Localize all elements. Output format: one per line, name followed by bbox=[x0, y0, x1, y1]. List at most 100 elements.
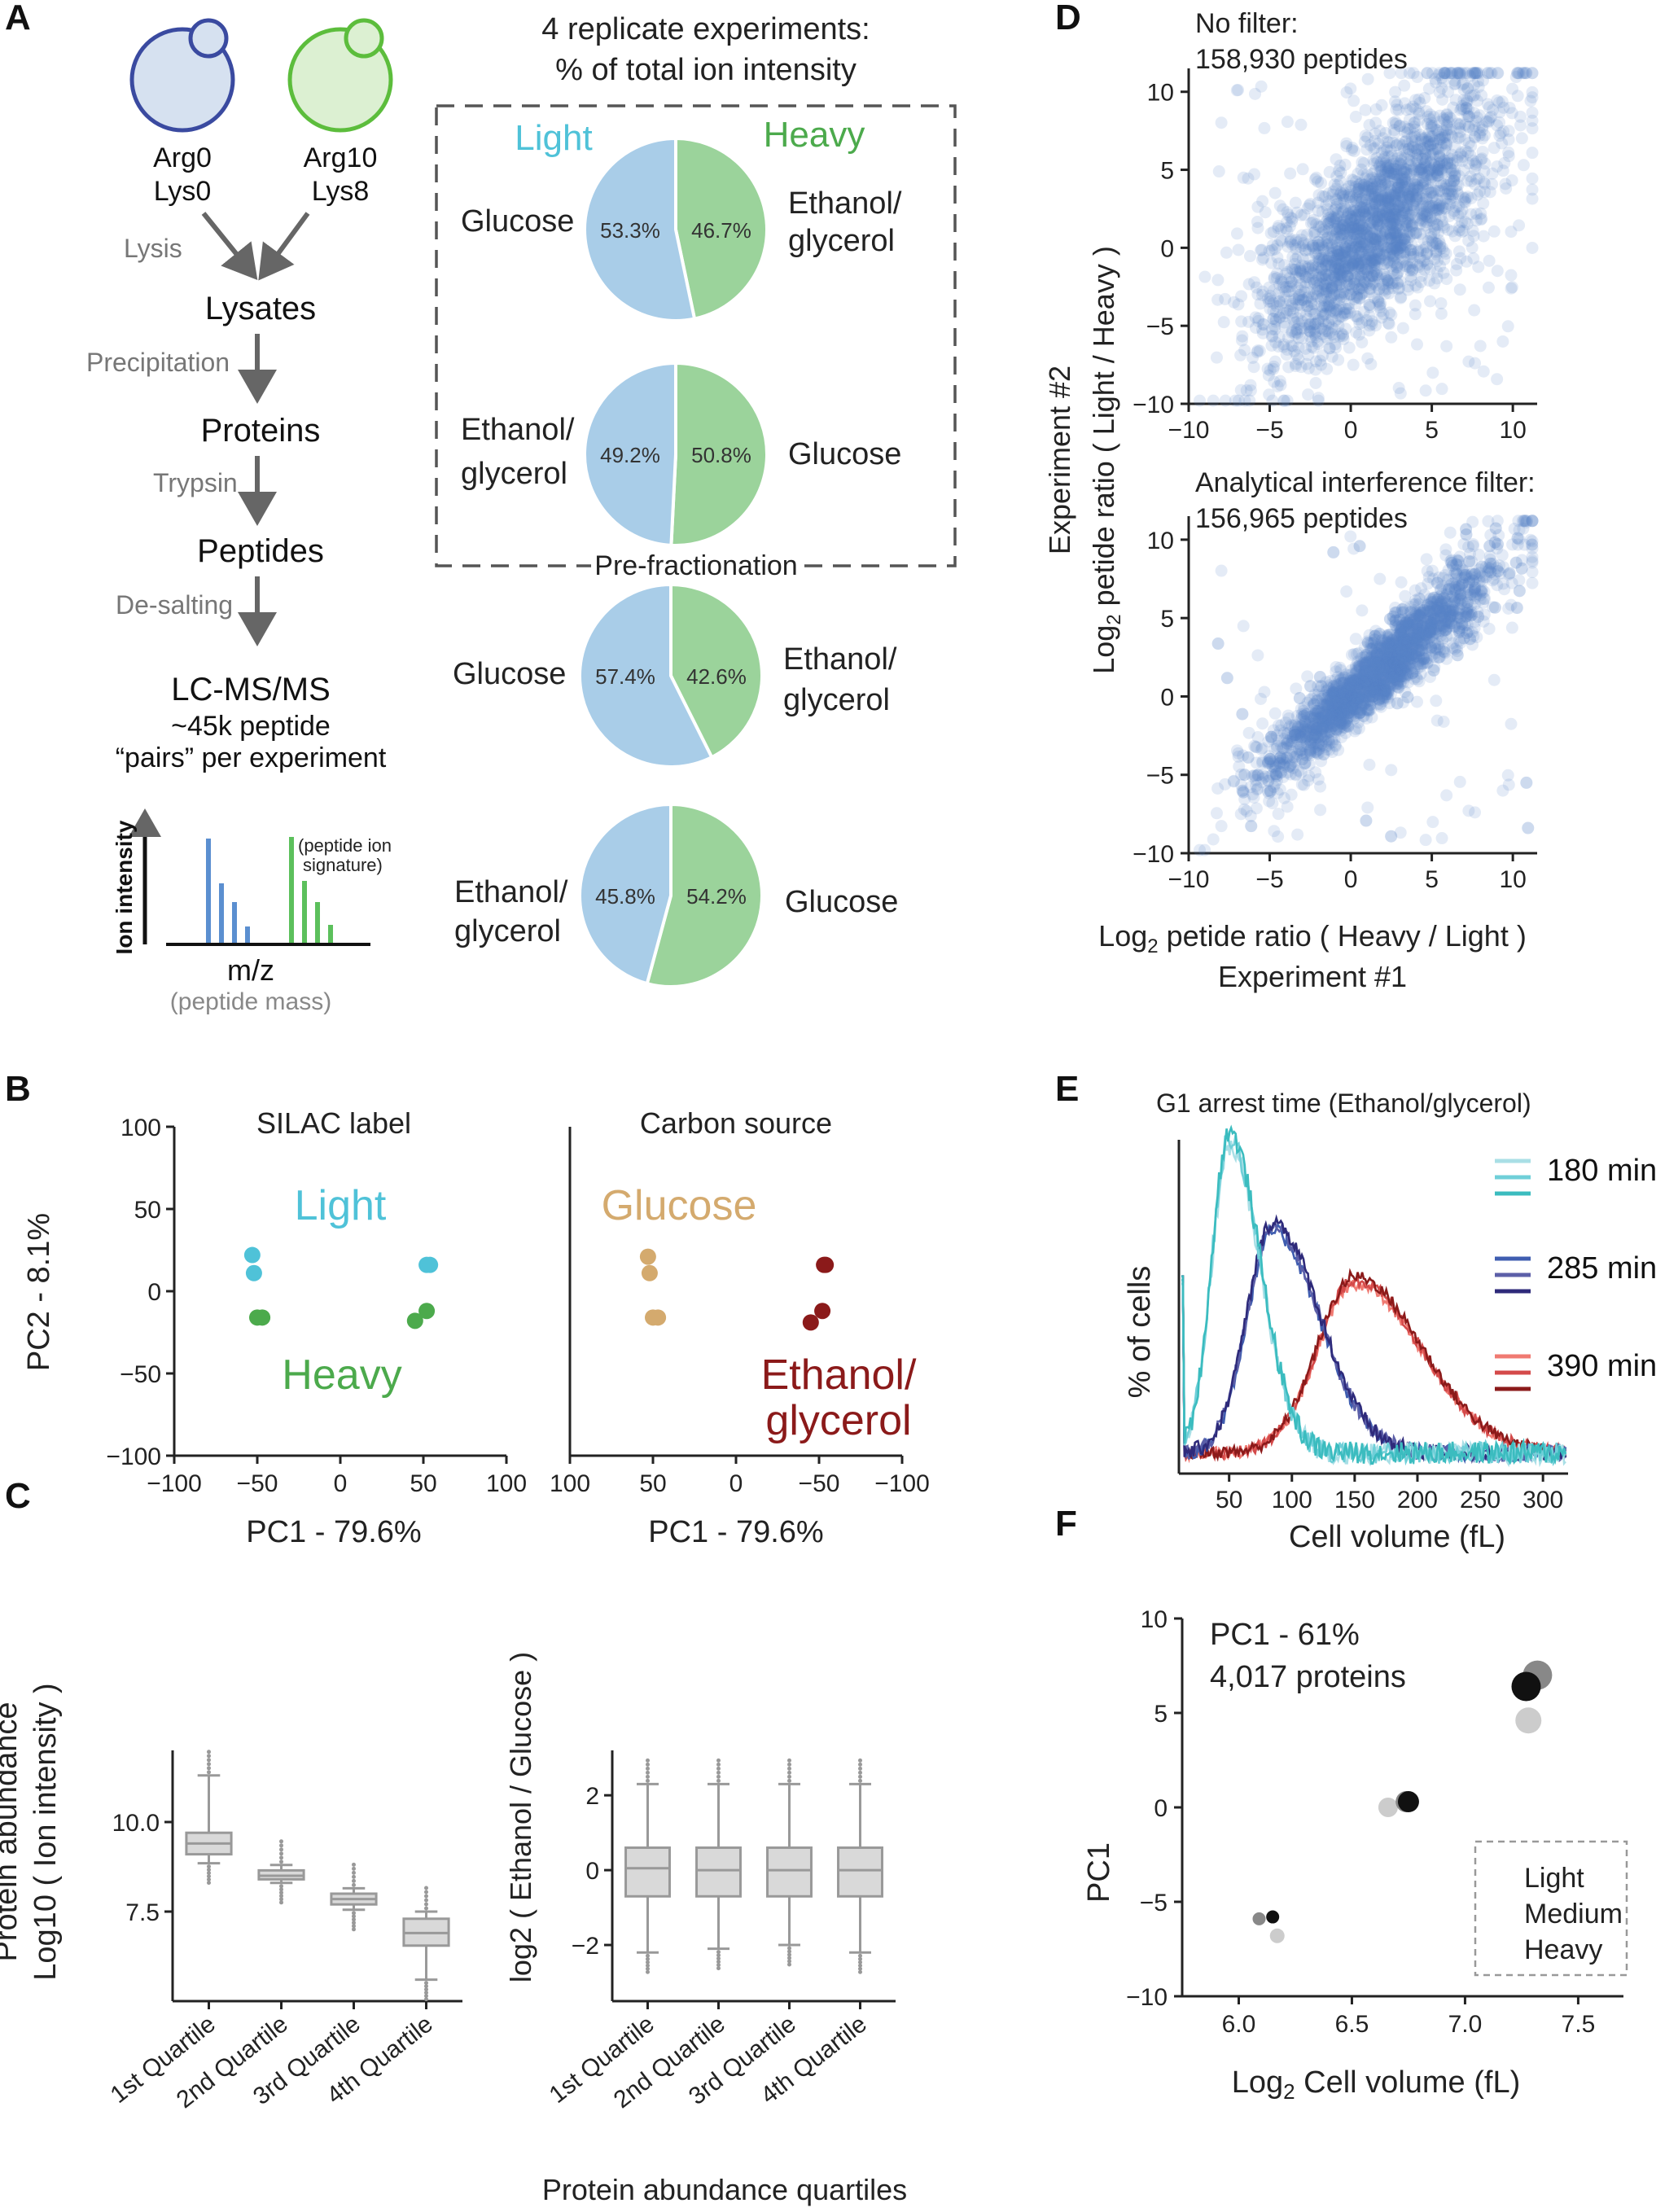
y-tick-label: −5 bbox=[1146, 313, 1174, 340]
heavy-cell-arg: Arg10 bbox=[304, 142, 378, 173]
peptide-point bbox=[1319, 228, 1332, 241]
peptide-point bbox=[1361, 230, 1374, 243]
peptide-point bbox=[1334, 222, 1347, 235]
peptide-point bbox=[1364, 241, 1377, 254]
peptide-point bbox=[1503, 567, 1516, 580]
pie4-left-label-2: glycerol bbox=[454, 914, 561, 948]
peptide-point bbox=[1419, 147, 1432, 160]
peptide-point bbox=[1376, 209, 1389, 222]
peptide-point bbox=[1369, 184, 1382, 197]
peptide-point bbox=[1406, 187, 1419, 200]
peptide-point bbox=[1368, 258, 1381, 271]
light-cell-arg: Arg0 bbox=[153, 142, 212, 173]
peptide-point bbox=[1318, 294, 1331, 307]
peptide-point bbox=[1526, 172, 1539, 185]
peptide-point bbox=[1248, 168, 1261, 181]
peptide-point bbox=[1435, 832, 1448, 845]
ms-subtitle-2: “pairs” per experiment bbox=[116, 742, 387, 773]
peptide-point bbox=[1434, 109, 1447, 122]
peptide-point bbox=[1408, 182, 1421, 195]
peptide-point bbox=[1295, 361, 1308, 374]
peptide-point bbox=[1428, 160, 1441, 173]
peptide-point bbox=[1396, 255, 1409, 268]
peptide-point bbox=[1461, 82, 1474, 95]
x-tick-label: 0 bbox=[334, 1470, 348, 1497]
peptide-point bbox=[1491, 373, 1504, 386]
peptide-point bbox=[1400, 220, 1413, 233]
peptide-point bbox=[1219, 394, 1232, 407]
peptide-point bbox=[1374, 186, 1387, 199]
peptide-point bbox=[1361, 264, 1374, 277]
peptide-point bbox=[1369, 223, 1382, 236]
peptide-point bbox=[1400, 146, 1413, 159]
peptide-point bbox=[1434, 240, 1447, 253]
peptide-point bbox=[1325, 313, 1338, 326]
peptide-point bbox=[1356, 264, 1369, 277]
peptide-point bbox=[1477, 230, 1490, 243]
peptide-point bbox=[1422, 110, 1435, 123]
peptide-point bbox=[1432, 650, 1445, 664]
peptide-point bbox=[1435, 297, 1448, 310]
peptide-point bbox=[1283, 285, 1296, 298]
peptide-point bbox=[1479, 177, 1492, 190]
peptide-point bbox=[1414, 258, 1427, 271]
peptide-point bbox=[1496, 549, 1509, 562]
peptide-point bbox=[1363, 298, 1376, 311]
peptide-point bbox=[1343, 234, 1356, 247]
peptide-point bbox=[1355, 195, 1368, 208]
pie2-heavy-slice bbox=[669, 361, 769, 547]
peptide-point bbox=[1438, 611, 1451, 624]
peptide-point bbox=[1454, 103, 1467, 116]
ms-spectrum bbox=[129, 808, 370, 946]
peptide-point bbox=[1389, 85, 1402, 99]
peptide-point bbox=[1406, 187, 1419, 200]
peptide-point bbox=[1393, 178, 1406, 191]
peptide-point bbox=[1469, 67, 1482, 80]
peptide-point bbox=[1481, 67, 1494, 80]
peptide-point bbox=[1352, 226, 1365, 239]
peptide-point bbox=[1421, 67, 1434, 80]
peptide-point bbox=[1383, 211, 1396, 224]
peptide-point bbox=[1426, 816, 1439, 829]
peptide-point bbox=[1526, 183, 1539, 196]
peptide-point bbox=[1365, 254, 1378, 267]
panel-letter-a: A bbox=[5, 0, 31, 37]
peptide-point bbox=[1374, 300, 1387, 313]
pie4-left-label-1: Ethanol/ bbox=[454, 875, 568, 909]
peptide-point bbox=[1443, 210, 1456, 223]
peptide-point bbox=[1350, 228, 1363, 241]
pie3-right-label-2: glycerol bbox=[783, 683, 890, 717]
peptide-point bbox=[1285, 300, 1298, 313]
peptide-point bbox=[1349, 193, 1362, 206]
peptide-point bbox=[1463, 555, 1476, 568]
peptide-point bbox=[1333, 287, 1346, 300]
peptide-point bbox=[1312, 394, 1325, 407]
peptide-point bbox=[1409, 123, 1422, 136]
peptide-point bbox=[1337, 190, 1350, 203]
d-xlabel-1: Log2 petide ratio ( Heavy / Light ) bbox=[1098, 919, 1527, 957]
peptide-point bbox=[1271, 239, 1284, 252]
peptide-point bbox=[1341, 269, 1354, 283]
peptide-point bbox=[1268, 320, 1281, 333]
peptide-point bbox=[1433, 157, 1446, 170]
pie3-light-pct: 57.4% bbox=[595, 664, 655, 689]
peptide-point bbox=[1459, 144, 1472, 157]
peptide-point bbox=[1417, 167, 1430, 180]
peptide-point bbox=[1376, 169, 1389, 182]
peptide-point bbox=[1505, 269, 1518, 282]
peptide-point bbox=[1333, 252, 1346, 265]
peptide-point bbox=[1421, 247, 1434, 260]
peptide-point bbox=[1389, 95, 1402, 108]
b-annot-light: Light bbox=[295, 1182, 387, 1229]
peptide-point bbox=[1446, 67, 1459, 80]
peptide-point bbox=[1468, 130, 1481, 143]
peptide-point bbox=[1344, 185, 1357, 198]
peptide-point bbox=[1365, 185, 1378, 198]
peptide-point bbox=[1367, 266, 1380, 279]
peptide-point bbox=[1440, 124, 1453, 137]
x-tick-label: −50 bbox=[237, 1470, 278, 1497]
peptide-point bbox=[1404, 251, 1417, 264]
peptide-point bbox=[1496, 95, 1509, 108]
peptide-point bbox=[1350, 326, 1363, 339]
x-tick-label: −10 bbox=[1168, 417, 1210, 444]
